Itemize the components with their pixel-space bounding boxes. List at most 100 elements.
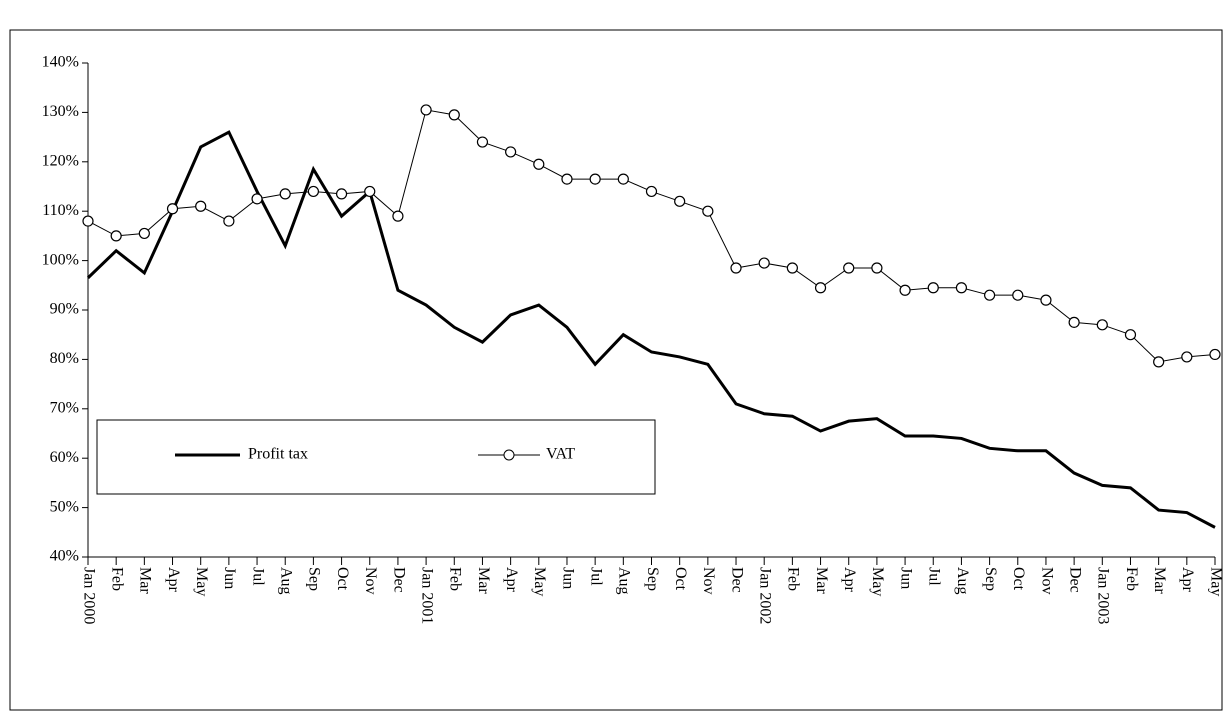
y-tick-label: 140% xyxy=(42,54,79,71)
x-tick-label: May xyxy=(193,567,210,596)
series-point xyxy=(1096,319,1108,331)
series-point xyxy=(138,227,150,240)
x-tick-label: Feb xyxy=(109,567,126,591)
series-point xyxy=(335,188,348,200)
x-tick-label: Jun xyxy=(221,567,238,589)
x-tick-label: Apr xyxy=(841,567,858,593)
y-tick-label: 40% xyxy=(50,548,79,565)
x-tick-label: Sep xyxy=(306,567,323,591)
series-point xyxy=(420,104,432,116)
x-tick-label: Feb xyxy=(447,567,464,591)
y-tick-label: 130% xyxy=(42,103,79,120)
x-tick-label: May xyxy=(531,567,548,596)
x-tick-label: Jan 2003 xyxy=(1095,567,1112,624)
series-point xyxy=(448,109,460,121)
x-tick-label: Nov xyxy=(700,567,717,595)
series-point xyxy=(674,195,686,207)
x-tick-label: Nov xyxy=(1038,567,1055,595)
series-point xyxy=(251,193,263,205)
x-tick-label: Mar xyxy=(137,567,154,594)
series-point xyxy=(195,200,207,212)
series-point xyxy=(1181,351,1193,363)
y-tick-label: 90% xyxy=(50,301,79,318)
series-point xyxy=(758,257,770,269)
x-tick-label: Feb xyxy=(1123,567,1140,591)
series-point xyxy=(871,262,883,274)
x-tick-label: Oct xyxy=(672,567,689,591)
series-point xyxy=(843,262,855,274)
series-point xyxy=(786,262,798,274)
x-tick-label: Jun xyxy=(897,567,914,589)
series-point xyxy=(955,282,968,294)
series-point xyxy=(110,230,122,242)
x-tick-label: Oct xyxy=(1010,567,1027,591)
x-tick-label: Jan 2000 xyxy=(80,567,97,624)
x-tick-label: May xyxy=(869,567,886,596)
series-point xyxy=(617,173,629,185)
frame xyxy=(9,29,1223,711)
x-tick-label: Jun xyxy=(559,567,576,589)
legend-box xyxy=(96,419,656,495)
x-tick-label: Oct xyxy=(334,567,351,591)
series-line xyxy=(86,130,1216,529)
x-tick-label: Apr xyxy=(503,567,520,593)
x-tick-label: Dec xyxy=(1066,567,1083,593)
x-tick-label: Sep xyxy=(982,567,999,591)
series-point xyxy=(589,173,601,185)
y-tick-label: 60% xyxy=(50,449,79,466)
x-tick-label: Mar xyxy=(475,567,492,594)
y-tick-label: 70% xyxy=(50,399,79,416)
series-point xyxy=(1153,356,1165,368)
series-point xyxy=(476,136,489,148)
y-tick-label: 80% xyxy=(50,350,79,367)
series-point xyxy=(1040,294,1052,306)
series-point xyxy=(814,282,827,294)
series-point xyxy=(533,158,545,170)
series-point xyxy=(702,205,714,217)
x-tick-label: Jul xyxy=(587,567,604,586)
legend-label: VAT xyxy=(546,446,575,463)
x-tick-label: Aug xyxy=(954,567,971,595)
x-tick-label: May xyxy=(1207,567,1223,596)
x-tick-label: Aug xyxy=(278,567,295,595)
series-point xyxy=(645,185,658,198)
series-point xyxy=(1209,348,1221,361)
x-tick-label: Jan 2001 xyxy=(418,567,435,624)
series-point xyxy=(307,185,319,198)
x-tick-label: Jan 2002 xyxy=(757,567,774,624)
x-tick-label: Jul xyxy=(926,567,943,586)
x-tick-label: Dec xyxy=(390,567,407,593)
x-tick-label: Dec xyxy=(728,567,745,593)
x-tick-label: Nov xyxy=(362,567,379,595)
series-point xyxy=(1012,289,1024,301)
series-point xyxy=(927,282,939,294)
series-point xyxy=(983,289,996,301)
series-point xyxy=(505,146,517,158)
series-point xyxy=(279,188,291,200)
y-tick-label: 110% xyxy=(42,202,79,219)
y-tick-label: 100% xyxy=(42,251,79,268)
x-tick-label: Jul xyxy=(249,567,266,586)
x-tick-label: Aug xyxy=(616,567,633,595)
series-point xyxy=(561,173,573,185)
series-point xyxy=(364,185,376,198)
series-point xyxy=(1124,329,1137,341)
y-tick-label: 120% xyxy=(42,152,79,169)
series-point xyxy=(730,262,742,274)
x-tick-label: Mar xyxy=(813,567,830,594)
series-point xyxy=(223,215,235,227)
legend-label: Profit tax xyxy=(248,446,308,463)
series-point xyxy=(1068,316,1080,328)
series-point xyxy=(392,210,404,222)
x-tick-label: Mar xyxy=(1151,567,1168,594)
x-tick-label: Apr xyxy=(165,567,182,593)
x-tick-label: Apr xyxy=(1179,567,1196,593)
series-point xyxy=(82,215,94,227)
x-tick-label: Sep xyxy=(644,567,661,591)
x-tick-label: Feb xyxy=(785,567,802,591)
series-point xyxy=(166,203,179,215)
series-line xyxy=(87,109,1216,363)
y-tick-label: 50% xyxy=(50,498,79,515)
legend-marker xyxy=(503,449,515,461)
